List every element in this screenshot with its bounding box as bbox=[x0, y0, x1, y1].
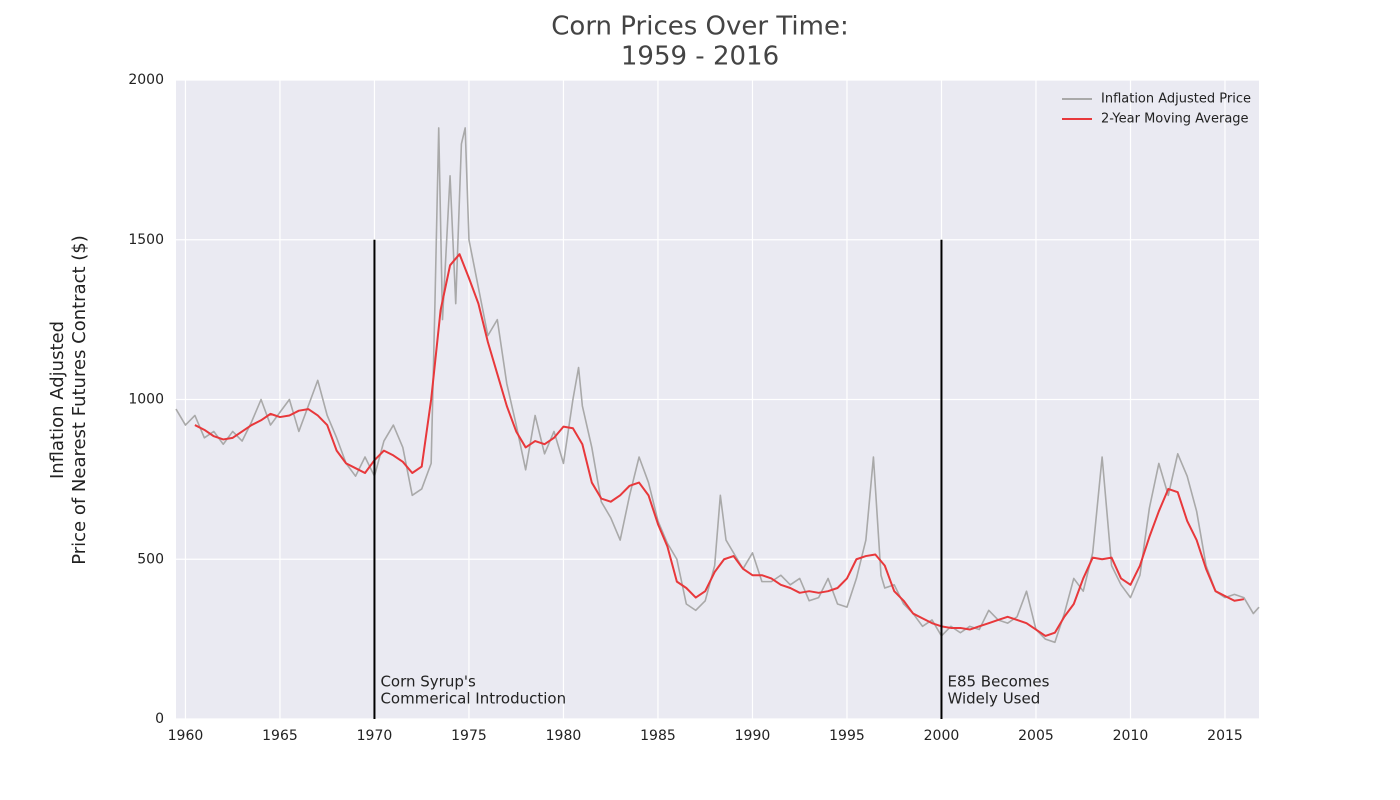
series-line bbox=[194, 253, 1245, 637]
y-tick-label: 2000 bbox=[128, 72, 164, 88]
annotation-text: Widely Used bbox=[947, 690, 1040, 708]
grid bbox=[176, 79, 1259, 720]
x-tick-label: 1980 bbox=[546, 728, 582, 744]
annotation-text: Corn Syrup's bbox=[380, 673, 476, 691]
y-axis-label: Price of Nearest Futures Contract ($) bbox=[69, 235, 90, 565]
x-tick-label: 2015 bbox=[1207, 728, 1243, 744]
x-tick-label: 1985 bbox=[640, 728, 676, 744]
marks bbox=[175, 127, 1260, 644]
x-tick-label: 1975 bbox=[451, 728, 487, 744]
x-tick-label: 1995 bbox=[829, 728, 865, 744]
x-tick-label: 1960 bbox=[168, 728, 204, 744]
x-tick-label: 1970 bbox=[357, 728, 393, 744]
y-tick-label: 500 bbox=[137, 551, 164, 567]
legend-label: 2-Year Moving Average bbox=[1101, 112, 1249, 127]
x-tick-label: 2010 bbox=[1113, 728, 1149, 744]
y-tick-label: 1000 bbox=[128, 392, 164, 408]
legend-label: Inflation Adjusted Price bbox=[1101, 92, 1251, 107]
series-line bbox=[175, 127, 1260, 644]
y-tick-label: 1500 bbox=[128, 232, 164, 248]
x-tick-label: 1965 bbox=[262, 728, 298, 744]
y-tick-label: 0 bbox=[155, 711, 164, 727]
annotation-text: E85 Becomes bbox=[947, 673, 1049, 691]
chart-title: Corn Prices Over Time: bbox=[551, 12, 848, 42]
x-tick-label: 1990 bbox=[735, 728, 771, 744]
chart-title: 1959 - 2016 bbox=[621, 42, 779, 72]
y-axis-label: Inflation Adjusted bbox=[47, 321, 68, 479]
annotation-text: Commerical Introduction bbox=[380, 690, 566, 708]
x-tick-label: 2005 bbox=[1018, 728, 1054, 744]
x-tick-label: 2000 bbox=[924, 728, 960, 744]
